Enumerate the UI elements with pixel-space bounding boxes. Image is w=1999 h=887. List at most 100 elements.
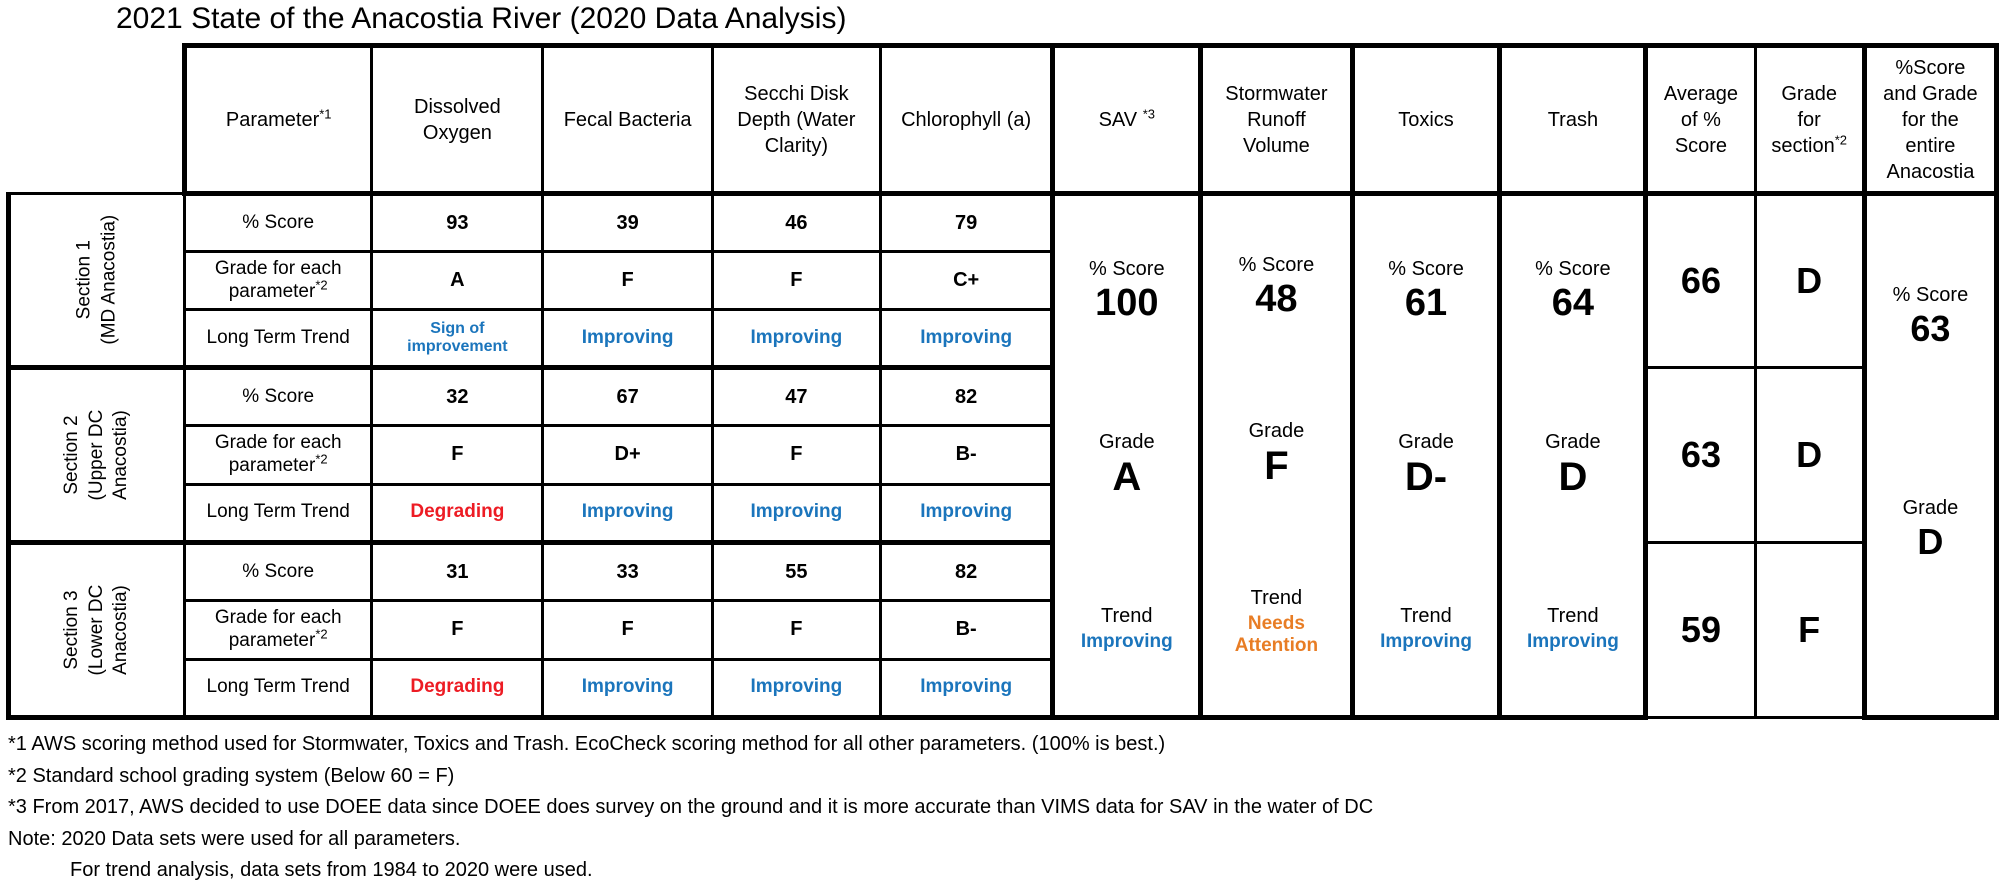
- stormwater-trend-value: Needs Attention: [1234, 613, 1319, 656]
- grade-cell-s2-chlorophyll: B-: [878, 424, 1055, 486]
- average-score-cell-s1: 66: [1644, 192, 1757, 369]
- entire-grade-group: Grade D: [1903, 497, 1959, 560]
- section1-label-wrap: Section 1 (MD Anacostia): [14, 197, 182, 363]
- col-header-dissolved-oxygen: Dissolved Oxygen: [370, 43, 545, 196]
- stormwater-column-content: % Score 48 Grade F Trend Needs Attention: [1206, 204, 1348, 708]
- trend-cell-s1-dissolved-oxygen: Sign of improvement: [370, 308, 545, 370]
- grade-cell-s3-dissolved-oxygen: F: [370, 599, 545, 661]
- col-header-parameter: Parameter*1: [181, 43, 374, 196]
- section2-label: Section 2 (Upper DC Anacostia): [60, 409, 132, 501]
- footnote-note: Note: 2020 Data sets were used for all p…: [8, 827, 461, 850]
- score-cell-s1-secchi: 46: [710, 192, 882, 253]
- stormwater-trend-group: Trend Needs Attention: [1235, 587, 1318, 657]
- score-cell-s2-secchi: 47: [710, 365, 882, 428]
- row-label-trend: Long Term Trend: [182, 308, 374, 370]
- col-header-grade-for-section-label: Grade for section: [1771, 82, 1837, 157]
- grade-cell-s3-fecal-bacteria: F: [541, 599, 714, 661]
- sav-column-content: % Score 100 Grade A Trend Improving: [1058, 204, 1196, 708]
- grade-cell-s3-chlorophyll: B-: [878, 599, 1055, 661]
- section-grade-cell-s1: D: [1753, 192, 1866, 369]
- grade-cell-s1-secchi: F: [710, 250, 882, 311]
- row-label-trend: Long Term Trend: [182, 657, 374, 721]
- toxics-score-group: % Score 61: [1388, 258, 1464, 322]
- trend-cell-s2-fecal-bacteria: Improving: [541, 482, 714, 546]
- section1-label: Section 1 (MD Anacostia): [73, 215, 119, 345]
- stormwater-grade-group: Grade F: [1249, 420, 1305, 486]
- footnote-3: *3 From 2017, AWS decided to use DOEE da…: [8, 796, 1374, 819]
- stormwater-column-cell: % Score 48 Grade F Trend Needs Attention: [1198, 192, 1355, 720]
- trash-grade-label: Grade: [1545, 430, 1601, 453]
- trend-cell-s2-chlorophyll: Improving: [878, 482, 1055, 546]
- corner-cell: [9, 46, 185, 194]
- trend-cell-s1-fecal-bacteria: Improving: [541, 308, 714, 370]
- footnote-1: *1 AWS scoring method used for Stormwate…: [8, 733, 1166, 755]
- header-row: Parameter*1 Dissolved Oxygen Fecal Bacte…: [9, 43, 1999, 196]
- col-header-fecal-bacteria: Fecal Bacteria: [541, 43, 714, 196]
- row-label-score: % Score: [182, 192, 374, 253]
- section2-label-wrap: Section 2 (Upper DC Anacostia): [14, 371, 182, 538]
- section1-grade-row: Grade for each parameter*2 A F F C+: [9, 250, 1997, 311]
- stormwater-score-group: % Score 48: [1239, 254, 1315, 318]
- sav-grade-value: A: [1112, 454, 1142, 499]
- sav-trend-value: Improving: [1080, 631, 1173, 653]
- col-header-secchi-disk: Secchi Disk Depth (Water Clarity): [710, 43, 882, 196]
- toxics-grade-label: Grade: [1398, 430, 1454, 453]
- trash-grade-value: D: [1558, 454, 1588, 499]
- score-cell-s1-dissolved-oxygen: 93: [370, 192, 545, 253]
- grade-cell-s3-secchi: F: [710, 599, 882, 661]
- sav-score-value: 100: [1095, 281, 1159, 324]
- section3-score-row: Section 3 (Lower DC Anacostia) % Score 3…: [6, 540, 1997, 720]
- grade-cell-s1-fecal-bacteria: F: [541, 250, 714, 311]
- footnote-note-continued: For trend analysis, data sets from 1984 …: [70, 859, 593, 882]
- toxics-grade-group: Grade D-: [1398, 431, 1454, 497]
- sav-score-group: % Score 100: [1089, 258, 1165, 322]
- footnotes: *1 AWS scoring method used for Stormwate…: [8, 729, 1999, 887]
- section1-trend-row: Long Term Trend Sign of improvement Impr…: [9, 308, 1997, 370]
- section2-score-row: Section 2 (Upper DC Anacostia) % Score 3…: [6, 365, 1997, 545]
- footnote-ref-2: *2: [315, 277, 328, 293]
- sav-column-cell: % Score 100 Grade A Trend Improving: [1050, 192, 1204, 720]
- toxics-trend-label: Trend: [1400, 605, 1452, 628]
- footnote-ref-1: *1: [319, 105, 332, 121]
- footnote-ref-2: *2: [315, 451, 328, 467]
- trend-cell-s3-secchi: Improving: [710, 657, 882, 721]
- trash-score-value: 64: [1551, 281, 1595, 324]
- stormwater-score-label: % Score: [1238, 254, 1315, 277]
- trash-trend-group: Trend Improving: [1527, 605, 1619, 653]
- score-cell-s2-dissolved-oxygen: 32: [370, 365, 545, 428]
- trend-cell-s2-dissolved-oxygen: Degrading: [370, 482, 545, 546]
- col-header-trash: Trash: [1497, 43, 1649, 196]
- stormwater-grade-label: Grade: [1248, 419, 1305, 442]
- entire-anacostia-content: % Score 63 Grade D: [1869, 197, 1991, 701]
- row-label-score: % Score: [182, 365, 374, 428]
- stormwater-grade-value: F: [1264, 443, 1289, 488]
- sav-grade-group: Grade A: [1099, 431, 1155, 497]
- trend-cell-s1-secchi: Improving: [710, 308, 882, 370]
- section2-grade-row: Grade for each parameter*2 F D+ F B-: [9, 424, 1997, 486]
- trend-cell-s3-fecal-bacteria: Improving: [541, 657, 714, 721]
- col-header-sav: SAV *3: [1050, 43, 1204, 196]
- score-cell-s1-chlorophyll: 79: [878, 192, 1055, 253]
- row-label-trend: Long Term Trend: [182, 482, 374, 546]
- col-header-parameter-label: Parameter: [225, 108, 320, 131]
- average-score-cell-s2: 63: [1644, 366, 1757, 544]
- scorecard-table: Parameter*1 Dissolved Oxygen Fecal Bacte…: [6, 43, 1999, 721]
- toxics-trend-group: Trend Improving: [1380, 605, 1472, 653]
- entire-score-group: % Score 63: [1893, 284, 1969, 347]
- toxics-score-value: 61: [1404, 281, 1448, 324]
- section3-label: Section 3 (Lower DC Anacostia): [60, 584, 132, 676]
- score-cell-s2-fecal-bacteria: 67: [541, 365, 714, 428]
- entire-score-label: % Score: [1892, 284, 1969, 306]
- row-label-grade-text: Grade for each parameter: [214, 257, 342, 302]
- section3-label-cell: Section 3 (Lower DC Anacostia): [6, 541, 186, 720]
- sav-trend-group: Trend Improving: [1081, 605, 1173, 653]
- section3-label-wrap: Section 3 (Lower DC Anacostia): [14, 546, 182, 713]
- trend-cell-s3-dissolved-oxygen: Degrading: [370, 657, 545, 721]
- row-label-grade: Grade for each parameter*2: [182, 250, 374, 311]
- grade-cell-s2-dissolved-oxygen: F: [370, 424, 545, 486]
- footnote-ref-3: *3: [1142, 105, 1155, 121]
- score-cell-s2-chlorophyll: 82: [878, 365, 1055, 428]
- entire-score-value: 63: [1910, 308, 1951, 349]
- col-header-chlorophyll: Chlorophyll (a): [878, 43, 1055, 196]
- average-score-cell-s3: 59: [1644, 541, 1757, 719]
